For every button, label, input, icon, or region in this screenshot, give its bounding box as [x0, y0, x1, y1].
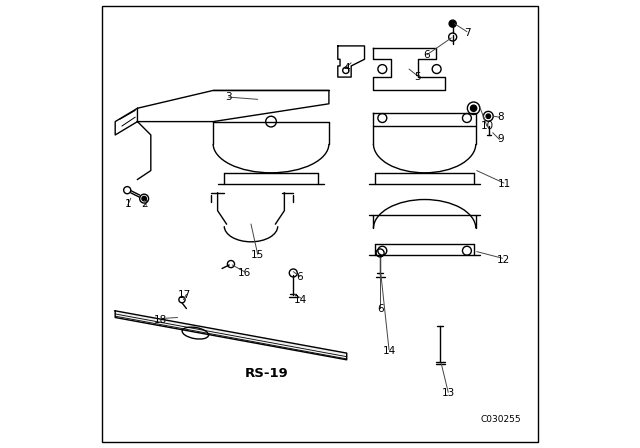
- Text: 13: 13: [442, 388, 455, 398]
- Text: 16: 16: [237, 268, 251, 278]
- Polygon shape: [115, 311, 347, 360]
- Text: 6: 6: [424, 50, 430, 60]
- Text: 12: 12: [497, 254, 510, 265]
- Text: 11: 11: [498, 179, 511, 189]
- Text: 14: 14: [382, 346, 396, 356]
- Circle shape: [449, 20, 456, 27]
- Text: 2: 2: [141, 199, 147, 209]
- Text: 5: 5: [415, 72, 421, 82]
- Text: 10: 10: [481, 121, 493, 131]
- Text: 8: 8: [497, 112, 504, 122]
- Text: 7: 7: [463, 28, 470, 38]
- Circle shape: [470, 105, 477, 112]
- Text: 6: 6: [377, 304, 383, 314]
- Text: 6: 6: [297, 272, 303, 282]
- Text: 18: 18: [154, 315, 167, 325]
- Text: 17: 17: [177, 290, 191, 300]
- Text: 9: 9: [497, 134, 504, 144]
- Text: 3: 3: [225, 92, 232, 102]
- Text: C030255: C030255: [480, 414, 520, 423]
- Text: 1: 1: [124, 199, 131, 209]
- Text: 15: 15: [251, 250, 264, 260]
- Text: RS-19: RS-19: [244, 366, 289, 379]
- Circle shape: [486, 114, 490, 118]
- Text: 14: 14: [294, 295, 307, 305]
- Text: 4: 4: [344, 63, 350, 73]
- Circle shape: [142, 196, 147, 201]
